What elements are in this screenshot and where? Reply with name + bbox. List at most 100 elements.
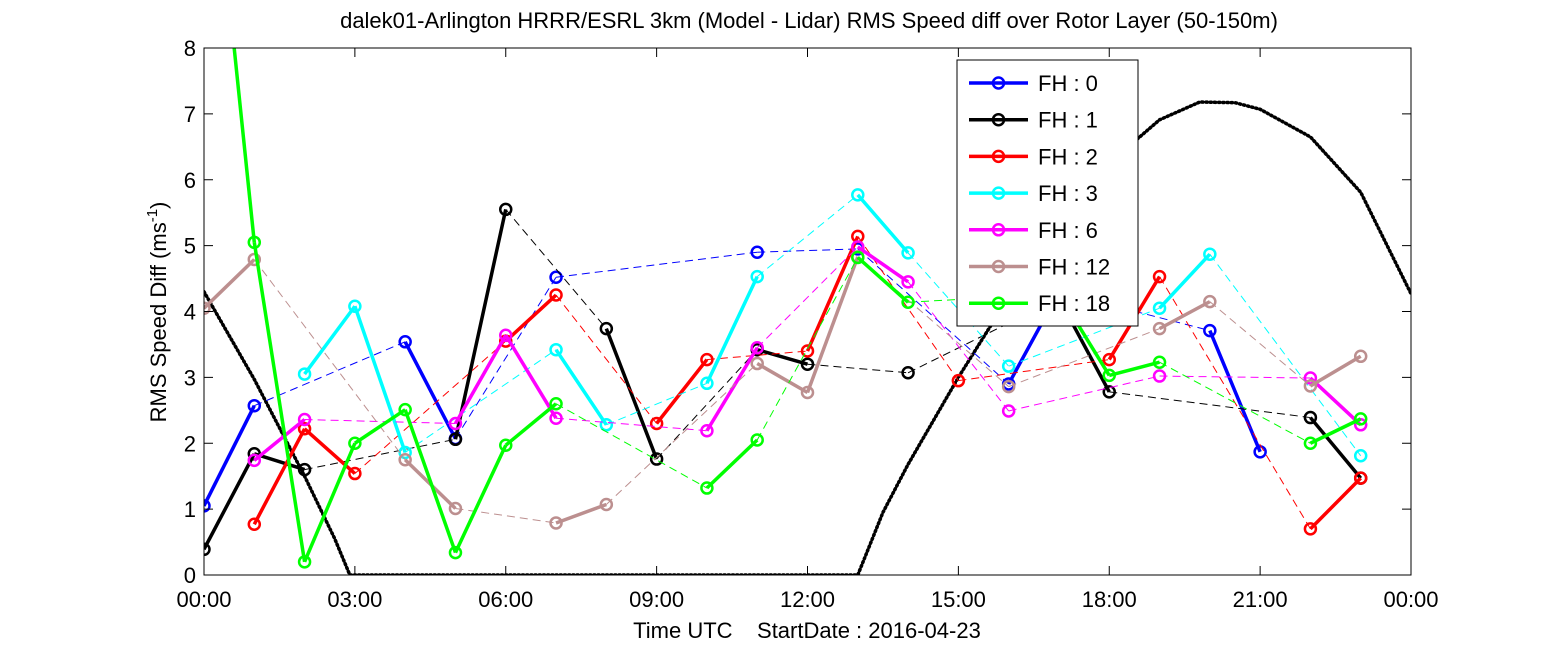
series-5-segment: [1309, 354, 1362, 388]
legend-label: FH : 3: [1038, 181, 1098, 206]
series-3-point: [851, 188, 865, 202]
series-6-segment: [302, 442, 357, 563]
series-3-point: [1001, 359, 1016, 373]
y-tick-label: 0: [184, 563, 196, 588]
x-tick-label: 09:00: [629, 587, 684, 612]
series-3-segment: [756, 194, 859, 277]
series-5-segment: [204, 258, 256, 310]
series-3-point: [1353, 449, 1368, 463]
x-tick-label: 15:00: [931, 587, 986, 612]
series-6-segment: [756, 257, 859, 441]
series-5-point: [247, 252, 262, 267]
series-5-segment: [455, 507, 557, 524]
series-3-point: [297, 367, 312, 381]
series-6-segment: [504, 402, 558, 447]
series-3-point: [750, 269, 764, 284]
series-5-segment: [1158, 300, 1211, 331]
x-axis-title: Time UTC StartDate : 2016-04-23: [633, 618, 981, 643]
series-5-point: [1303, 379, 1318, 393]
legend-label: FH : 1: [1038, 108, 1098, 133]
y-tick-label: 5: [184, 234, 196, 259]
series-4-segment: [756, 246, 859, 349]
series-6-point: [851, 250, 865, 265]
series-6-point: [1152, 355, 1167, 369]
series-6-segment: [856, 256, 910, 304]
series-1-point: [204, 542, 211, 557]
y-tick-label: 6: [184, 168, 196, 193]
series-1-segment: [807, 363, 909, 374]
series-2-segment: [1309, 476, 1362, 531]
series-1-point: [297, 462, 312, 477]
series-6-point: [247, 235, 262, 250]
legend-swatch-marker: [991, 149, 1006, 164]
series-6-point: [901, 295, 915, 310]
y-tick-label: 4: [184, 300, 196, 325]
series-4-segment: [253, 418, 306, 462]
legend-label: FH : 0: [1038, 71, 1098, 96]
axis-ticks: 00:00 03:00 06:00 09:00 12:00 15:00 18:00 21:00…: [176, 36, 1438, 612]
series-6-point: [499, 438, 513, 452]
y-tick-label: 1: [184, 497, 196, 522]
series-6-point: [398, 402, 412, 417]
legend-label: FH : 6: [1038, 218, 1098, 243]
series-2-segment: [706, 350, 808, 361]
series-1-point: [1303, 410, 1318, 425]
legend-swatch-marker: [991, 296, 1006, 310]
series-1-segment: [907, 297, 1060, 374]
series-6-point: [1303, 436, 1318, 450]
series-2-point: [1353, 471, 1368, 485]
series-3-segment: [606, 382, 708, 426]
series-0-segment: [757, 248, 858, 253]
y-tick-label: 2: [184, 431, 196, 456]
x-tick-label: 00:00: [1383, 587, 1438, 612]
series-6-segment: [705, 438, 759, 490]
series-2-point: [649, 416, 664, 431]
series-3-segment: [705, 275, 759, 385]
series-0-point: [204, 499, 211, 513]
series-1-segment: [756, 348, 808, 366]
series-2-point: [1102, 352, 1116, 367]
series-2-segment: [504, 293, 558, 343]
series-4-point: [1303, 371, 1318, 385]
series-5-point: [448, 501, 463, 516]
series-0-segment: [1208, 329, 1262, 453]
series-0-point: [1253, 445, 1267, 459]
series-1-segment: [656, 349, 758, 460]
series-5-point: [1152, 321, 1167, 336]
series-3-point: [549, 342, 563, 357]
series-4-point: [901, 275, 915, 289]
series-3-segment: [554, 348, 608, 426]
series-6-point: [348, 436, 362, 450]
series-2-point: [700, 352, 714, 367]
series-3-point: [901, 246, 915, 260]
series-4-point: [448, 416, 463, 431]
series-5-point: [549, 516, 563, 530]
series-3-point: [1152, 301, 1167, 315]
series-3-point: [348, 299, 362, 313]
series-6-point: [700, 481, 714, 495]
y-axis-title-end: ): [146, 202, 171, 209]
series-4-point: [1152, 369, 1167, 383]
series-6-segment: [353, 408, 407, 445]
series-0-segment: [455, 276, 557, 439]
series-6-segment: [1108, 360, 1160, 378]
series-4-segment: [504, 334, 558, 420]
series-3-point: [599, 418, 614, 432]
series-4-segment: [453, 334, 508, 425]
series-2-point: [800, 344, 815, 358]
legend-swatch-marker: [991, 76, 1006, 90]
series-3-segment: [404, 349, 557, 453]
series-6-point: [750, 433, 764, 447]
series-4-point: [247, 453, 262, 468]
series-5-segment: [805, 256, 860, 394]
series-1-segment: [1109, 391, 1311, 419]
series-5-segment: [605, 363, 758, 505]
series-3-point: [1203, 247, 1217, 261]
legend-swatch-marker: [991, 186, 1006, 200]
series-5-point: [398, 452, 412, 467]
series-0-segment: [857, 248, 1010, 385]
series-2-point: [1303, 522, 1318, 536]
series-2-point: [951, 373, 966, 388]
legend: FH : 0 FH : 1 FH : 2 FH : 3 FH : 6 FH : 12 FH …: [956, 59, 1139, 327]
series-1-segment: [453, 209, 508, 440]
